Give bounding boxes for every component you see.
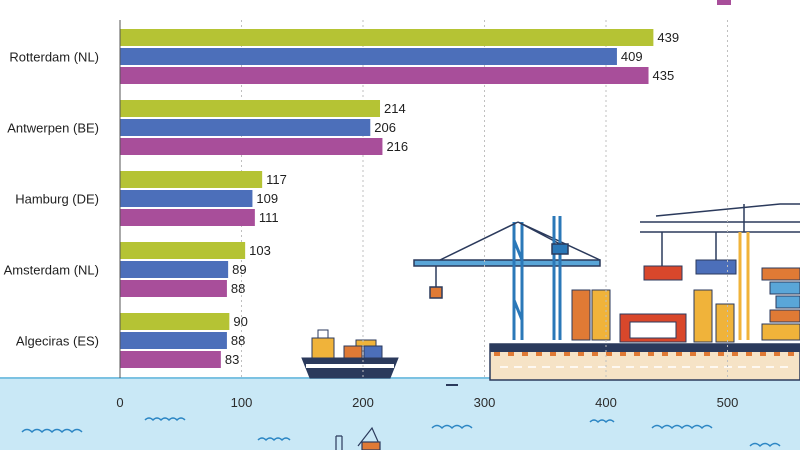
bar bbox=[120, 119, 371, 136]
bar-value-label: 103 bbox=[249, 243, 271, 258]
bar bbox=[120, 48, 617, 65]
bar-value-label: 435 bbox=[653, 68, 675, 83]
bar bbox=[120, 209, 255, 226]
bar-value-label: 88 bbox=[231, 333, 245, 348]
legend-swatch bbox=[717, 0, 731, 5]
labels-layer: 0 100 200 300 400 500 Rotterdam (NL) Antwerpen … bbox=[4, 30, 739, 410]
containers-illustration bbox=[571, 259, 800, 343]
bar bbox=[120, 332, 227, 349]
bar bbox=[120, 67, 649, 84]
bars-layer bbox=[120, 29, 654, 368]
category-label: Antwerpen (BE) bbox=[7, 121, 99, 136]
crane-illustration bbox=[413, 216, 601, 340]
bar bbox=[120, 138, 383, 155]
waves-illustration bbox=[21, 417, 781, 448]
category-label: Rotterdam (NL) bbox=[9, 50, 99, 65]
x-tick-label: 300 bbox=[474, 395, 496, 410]
port-illustration bbox=[489, 343, 800, 381]
sea-background bbox=[0, 378, 800, 450]
bar-value-label: 117 bbox=[266, 172, 287, 187]
bar bbox=[120, 351, 221, 368]
category-label: Hamburg (DE) bbox=[15, 192, 99, 207]
bar bbox=[120, 261, 229, 278]
bar-value-label: 216 bbox=[386, 139, 408, 154]
bar-value-label: 90 bbox=[233, 314, 247, 329]
x-tick-label: 0 bbox=[116, 395, 123, 410]
ship-illustration bbox=[301, 329, 399, 379]
bar-value-label: 439 bbox=[657, 30, 679, 45]
category-label: Amsterdam (NL) bbox=[4, 263, 99, 278]
bar bbox=[120, 100, 381, 117]
x-tick-label: 500 bbox=[717, 395, 739, 410]
x-tick-label: 100 bbox=[231, 395, 253, 410]
bar bbox=[120, 313, 230, 330]
bar bbox=[120, 242, 246, 259]
bar bbox=[120, 29, 654, 46]
gantry-crane-illustration bbox=[640, 203, 800, 340]
bar-value-label: 214 bbox=[384, 101, 406, 116]
bar bbox=[120, 171, 263, 188]
bar-value-label: 409 bbox=[621, 49, 643, 64]
x-tick-label: 200 bbox=[352, 395, 374, 410]
bar-value-label: 111 bbox=[259, 210, 279, 225]
bar bbox=[120, 280, 227, 297]
bar-value-label: 88 bbox=[231, 281, 245, 296]
bar-value-label: 89 bbox=[232, 262, 246, 277]
x-tick-label: 400 bbox=[595, 395, 617, 410]
category-label: Algeciras (ES) bbox=[16, 334, 99, 349]
bar-value-label: 109 bbox=[256, 191, 278, 206]
bar bbox=[120, 190, 253, 207]
bar-value-label: 83 bbox=[225, 352, 239, 367]
bar-value-label: 206 bbox=[374, 120, 396, 135]
